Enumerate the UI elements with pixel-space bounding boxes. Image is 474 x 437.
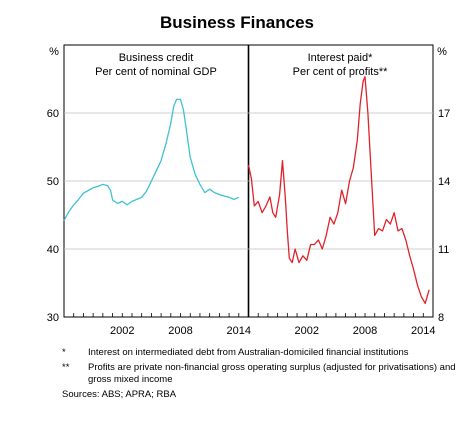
series-lines — [63, 76, 430, 305]
y-tick-label-right-11: 11 — [438, 244, 449, 256]
footnote-2-mark: ** — [62, 362, 70, 373]
x-tick-label-0-2002: 2002 — [110, 325, 134, 337]
series-line-business-credit — [63, 98, 240, 221]
y-tick-label-left-60: 60 — [47, 108, 59, 120]
y-tick-label-right-14: 14 — [438, 176, 450, 188]
footnote-1-mark: * — [62, 347, 66, 358]
gridlines — [64, 112, 433, 250]
x-tick-label-1-2008: 2008 — [353, 325, 377, 337]
left-panel-subtitle: Per cent of nominal GDP — [95, 66, 217, 78]
chart-title: Business Finances — [160, 13, 314, 32]
footnote-1-text: Interest on intermediated debt from Aust… — [88, 347, 409, 358]
sources-line: Sources: ABS; APRA; RBA — [62, 389, 177, 400]
right-panel-subtitle: Per cent of profits** — [293, 66, 388, 78]
x-tick-label-1-2002: 2002 — [295, 325, 319, 337]
y-tick-label-right-17: 17 — [438, 108, 450, 120]
x-tick-label-0-2008: 2008 — [168, 325, 192, 337]
y-tick-label-left-40: 40 — [47, 244, 59, 256]
y-tick-label-left-30: 30 — [47, 312, 59, 324]
footnote-1: * Interest on intermediated debt from Au… — [62, 347, 462, 359]
x-tick-label-1-2014: 2014 — [411, 325, 435, 337]
left-panel-title: Business credit — [119, 52, 194, 64]
footnotes: * Interest on intermediated debt from Au… — [62, 347, 462, 401]
left-axis-unit: % — [49, 46, 59, 58]
series-line-interest-paid — [247, 76, 430, 305]
y-tick-label-left-50: 50 — [47, 176, 59, 188]
y-tick-label-right-8: 8 — [438, 312, 444, 324]
right-panel-title: Interest paid* — [308, 52, 374, 64]
right-axis-unit: % — [437, 46, 447, 58]
footnote-2-text: Profits are private non-financial gross … — [88, 362, 456, 385]
footnote-2: ** Profits are private non-financial gro… — [62, 362, 462, 386]
x-tick-label-0-2014: 2014 — [227, 325, 251, 337]
